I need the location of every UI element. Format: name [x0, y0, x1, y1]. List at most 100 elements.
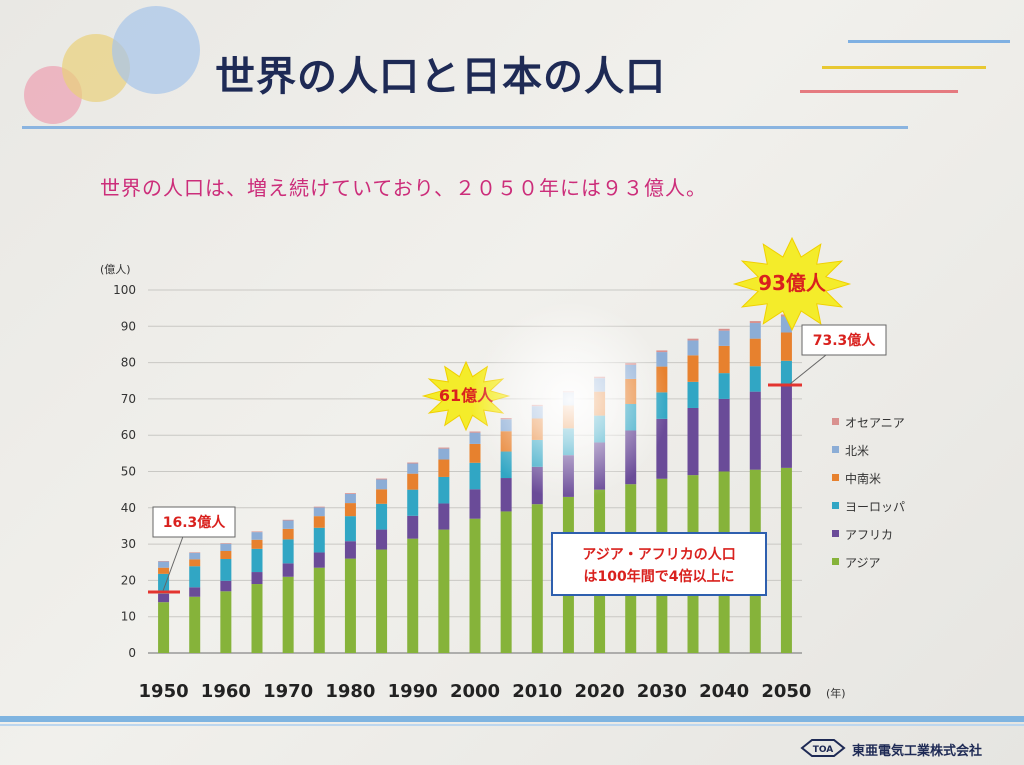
- bar-segment-2030-2: [656, 392, 668, 419]
- bar-segment-2035-4: [687, 340, 699, 356]
- bar-segment-1975-4: [313, 507, 325, 517]
- bar-segment-2030-3: [656, 366, 668, 393]
- bar-segment-2020-2: [594, 415, 606, 443]
- bar-segment-1985-0: [376, 549, 388, 653]
- y-axis-label: (億人): [100, 263, 131, 276]
- bar-segment-1985-3: [376, 489, 388, 504]
- bar-segment-2020-1: [594, 442, 606, 490]
- bar-segment-2050-4: [780, 316, 792, 333]
- y-tick-label: 20: [121, 573, 136, 587]
- bar-segment-1965-2: [251, 548, 263, 573]
- bar-segment-2015-4: [562, 392, 574, 406]
- bar-segment-2045-4: [749, 323, 761, 339]
- bar-segment-2025-2: [625, 403, 637, 431]
- bar-segment-1955-0: [189, 596, 201, 653]
- bar-segment-2015-5: [562, 390, 574, 393]
- bar-segment-2000-5: [469, 431, 481, 433]
- bar-segment-1965-5: [251, 531, 263, 533]
- bar-segment-1980-1: [344, 541, 356, 559]
- burst-2050-text: 93億人: [758, 271, 827, 295]
- bar-segment-1950-2: [158, 573, 170, 594]
- slide-subtitle: 世界の人口は、増え続けていており、２０５０年には９３億人。: [100, 176, 707, 200]
- bar-segment-1990-0: [407, 538, 419, 653]
- x-tick-label: 1950: [139, 681, 189, 702]
- bar-segment-2050-2: [780, 360, 792, 387]
- bar-segment-1950-3: [158, 567, 170, 574]
- bar-segment-1995-4: [438, 448, 450, 460]
- legend-swatch-europe: [832, 502, 839, 509]
- bar-segment-2020-5: [594, 376, 606, 379]
- bar-segment-1970-1: [282, 563, 294, 577]
- legend-swatch-africa: [832, 530, 839, 537]
- deco-circle-blue: [112, 6, 200, 94]
- bar-segment-1980-5: [344, 493, 356, 495]
- callout-1950-box: [152, 506, 236, 538]
- chart-bars: [158, 314, 792, 653]
- bar-segment-2035-3: [687, 355, 699, 382]
- bar-segment-1970-3: [282, 528, 294, 540]
- bar-segment-1990-4: [407, 463, 419, 474]
- bar-segment-1960-3: [220, 550, 232, 559]
- bar-segment-1985-1: [376, 529, 388, 550]
- burst-2000-text: 61億人: [439, 386, 494, 405]
- bar-segment-2045-2: [749, 366, 761, 392]
- bar-segment-2000-1: [469, 489, 481, 519]
- bar-segment-2045-1: [749, 391, 761, 470]
- bar-segment-2005-4: [500, 419, 512, 432]
- burst-2050: [732, 236, 852, 332]
- bar-segment-1990-3: [407, 473, 419, 490]
- bar-segment-1980-3: [344, 503, 356, 517]
- bar-segment-1980-4: [344, 494, 356, 504]
- bar-segment-2000-3: [469, 443, 481, 463]
- y-tick-label: 60: [121, 428, 136, 442]
- bar-segment-1995-1: [438, 503, 450, 530]
- bar-segment-2005-2: [500, 451, 512, 479]
- y-tick-label: 50: [121, 465, 136, 479]
- legend-swatch-asia: [832, 558, 839, 565]
- bar-segment-1975-1: [313, 552, 325, 568]
- bar-segment-2045-3: [749, 338, 761, 367]
- x-tick-label: 2050: [761, 681, 811, 702]
- bar-segment-1990-1: [407, 515, 419, 539]
- x-tick-label: 2040: [699, 681, 749, 702]
- bar-segment-1955-1: [189, 587, 201, 597]
- bar-segment-1950-0: [158, 602, 170, 653]
- bar-segment-1950-1: [158, 593, 170, 603]
- bar-segment-2040-4: [718, 330, 730, 346]
- callout-2050-pointer: [789, 354, 827, 385]
- bar-segment-2050-3: [780, 332, 792, 361]
- bar-segment-1955-5: [189, 552, 201, 553]
- y-tick-labels: 0 10 20 30 40 50 60 70 80 90 100: [113, 283, 136, 660]
- deco-line-red: [800, 90, 958, 93]
- bar-segment-2030-1: [656, 418, 668, 479]
- bar-segment-2025-1: [625, 430, 637, 485]
- bar-segment-1980-2: [344, 516, 356, 542]
- callout-2050-text: 73.3億人: [813, 332, 877, 349]
- bar-segment-2005-0: [500, 511, 512, 653]
- bar-segment-2010-5: [531, 404, 543, 407]
- bar-segment-1970-4: [282, 520, 294, 529]
- slide-title: 世界の人口と日本の人口: [215, 54, 666, 100]
- bar-segment-1985-4: [376, 479, 388, 490]
- bar-segment-1970-0: [282, 576, 294, 653]
- company-logo-icon: TOA: [800, 739, 846, 757]
- bar-segment-2005-3: [500, 431, 512, 452]
- note-line-1: アジア・アフリカの人口: [582, 546, 735, 563]
- y-tick-label: 80: [121, 356, 136, 370]
- bar-segment-2025-4: [625, 364, 637, 379]
- bar-segment-2040-2: [718, 373, 730, 399]
- company-name: 東亜電気工業株式会社: [852, 744, 983, 759]
- bar-segment-2015-1: [562, 455, 574, 497]
- bar-segment-1955-4: [189, 552, 201, 560]
- bar-segment-2005-5: [500, 418, 512, 420]
- bar-segment-2030-4: [656, 352, 668, 367]
- callout-2050-box: [801, 324, 887, 356]
- bar-segment-1985-2: [376, 503, 388, 530]
- bar-segment-2035-2: [687, 381, 699, 408]
- x-tick-label: 1970: [263, 681, 313, 702]
- legend-label-europe: ヨーロッパ: [845, 500, 906, 514]
- bar-segment-2020-3: [594, 391, 606, 416]
- y-tick-label: 30: [121, 537, 136, 551]
